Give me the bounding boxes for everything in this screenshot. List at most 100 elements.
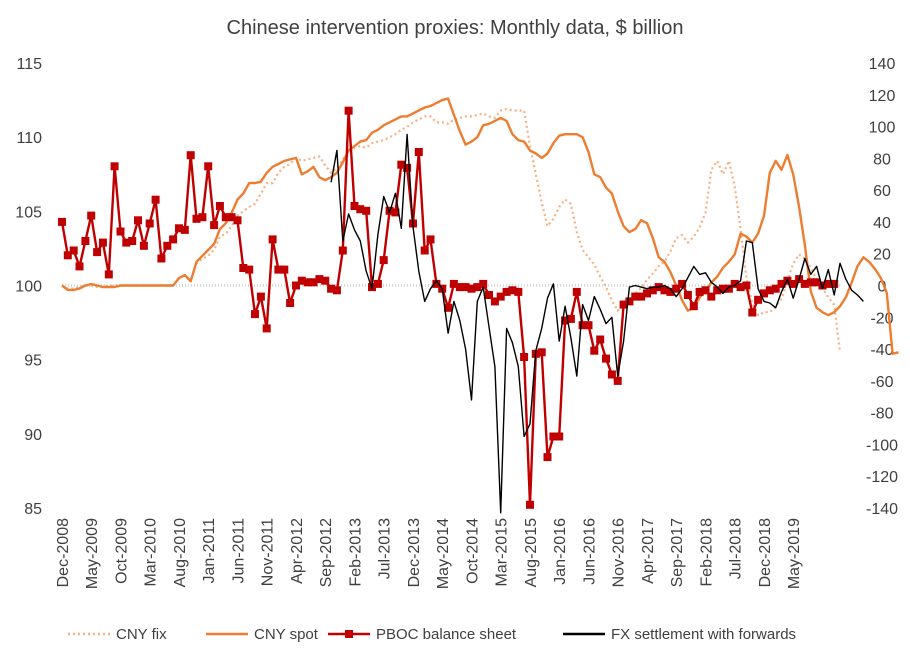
pboc-marker: [292, 281, 300, 290]
fx-settlement-line: [330, 133, 864, 514]
x-tick-label: Oct-2014: [464, 518, 481, 584]
left-tick-label: 115: [16, 56, 42, 73]
x-tick-label: Jan-2011: [201, 518, 218, 584]
pboc-marker: [648, 286, 657, 295]
pboc-marker: [280, 265, 289, 274]
pboc-marker: [479, 279, 488, 288]
legend-label: PBOC balance sheet: [376, 626, 517, 643]
pboc-marker: [245, 265, 254, 274]
pboc-marker: [163, 241, 172, 250]
pboc-marker: [204, 162, 213, 171]
pboc-marker: [672, 284, 681, 293]
right-tick-label: 140: [869, 56, 896, 73]
pboc-marker: [286, 299, 295, 307]
right-tick-label: -60: [870, 374, 893, 391]
x-tick-label: Mar-2015: [494, 518, 511, 587]
pboc-marker: [730, 279, 739, 288]
left-tick-label: 110: [16, 130, 42, 147]
pboc-marker: [157, 254, 166, 263]
pboc-marker: [566, 314, 575, 323]
pboc-marker: [239, 264, 248, 272]
pboc-marker: [362, 206, 371, 215]
pboc-marker: [748, 308, 757, 317]
x-tick-label: Nov-2016: [611, 518, 628, 587]
right-tick-label: 120: [869, 88, 896, 105]
pboc-marker: [227, 213, 236, 222]
pboc-marker: [549, 432, 558, 441]
legend-label: CNY spot: [254, 626, 319, 643]
pboc-marker: [526, 500, 534, 509]
x-tick-label: Feb-2018: [698, 518, 715, 587]
legend-label: CNY fix: [116, 626, 167, 643]
x-tick-label: Oct-2009: [113, 518, 130, 584]
pboc-marker: [332, 286, 341, 295]
pboc-marker: [303, 278, 312, 287]
pboc-marker: [110, 162, 119, 171]
pboc-marker: [596, 335, 605, 344]
x-tick-label: Apr-2017: [640, 518, 657, 584]
pboc-marker: [69, 246, 78, 255]
pboc-marker: [455, 283, 464, 292]
pboc-marker: [719, 284, 727, 293]
right-tick-label: 100: [869, 120, 896, 137]
left-tick-label: 90: [24, 427, 42, 444]
pboc-markers: [58, 106, 839, 509]
x-tick-label: Jul-2018: [728, 518, 745, 579]
pboc-marker: [444, 303, 453, 312]
pboc-marker: [584, 321, 593, 330]
pboc-marker: [502, 287, 511, 296]
pboc-marker: [602, 354, 610, 363]
pboc-marker: [713, 286, 722, 295]
pboc-marker: [742, 281, 751, 290]
pboc-marker: [449, 279, 458, 288]
pboc-marker: [806, 278, 815, 287]
pboc-marker: [256, 292, 265, 301]
pboc-marker: [251, 310, 259, 319]
pboc-marker: [58, 217, 66, 226]
x-tick-label: Sep-2017: [669, 518, 686, 587]
x-tick-label: Dec-2008: [55, 518, 72, 587]
pboc-marker: [75, 262, 84, 271]
right-tick-label: -80: [870, 406, 893, 423]
left-tick-label: 85: [24, 501, 42, 518]
x-tick-label: Sep-2012: [318, 518, 335, 587]
pboc-marker: [572, 287, 581, 296]
pboc-marker: [379, 256, 388, 265]
pboc-marker: [139, 241, 148, 250]
pboc-marker: [315, 275, 324, 284]
pboc-marker: [578, 321, 587, 330]
pboc-marker: [537, 348, 546, 357]
pboc-marker: [695, 287, 704, 296]
x-tick-label: Dec-2013: [406, 518, 423, 587]
pboc-marker: [274, 265, 283, 274]
pboc-marker: [350, 202, 359, 210]
right-tick-label: -120: [866, 469, 898, 486]
pboc-marker: [338, 246, 347, 255]
pboc-marker: [356, 205, 365, 214]
pboc-marker: [619, 300, 628, 309]
pboc-marker: [789, 279, 798, 288]
pboc-marker: [607, 370, 616, 379]
pboc-marker: [800, 279, 809, 288]
chart-title: Chinese intervention proxies: Monthly da…: [227, 17, 684, 39]
pboc-marker: [689, 302, 698, 311]
pboc-marker: [93, 248, 102, 257]
pboc-marker: [397, 160, 406, 169]
pboc-marker: [128, 237, 137, 245]
pboc-marker: [262, 324, 271, 333]
pboc-marker: [297, 276, 306, 285]
right-tick-label: -40: [870, 342, 893, 359]
pboc-marker: [508, 286, 517, 295]
pboc-marker: [175, 224, 183, 233]
pboc-marker: [104, 270, 113, 279]
pboc-marker: [520, 353, 529, 361]
x-axis: Dec-2008 May-2009 Oct-2009 Mar-2010 Aug-2010…: [55, 518, 803, 589]
pboc-marker: [777, 279, 786, 288]
pboc-marker: [473, 283, 482, 292]
x-tick-label: Feb-2013: [347, 518, 364, 587]
right-tick-label: 0: [878, 279, 887, 296]
pboc-marker: [485, 291, 493, 299]
pboc-marker: [812, 278, 821, 287]
pboc-marker: [134, 216, 142, 225]
